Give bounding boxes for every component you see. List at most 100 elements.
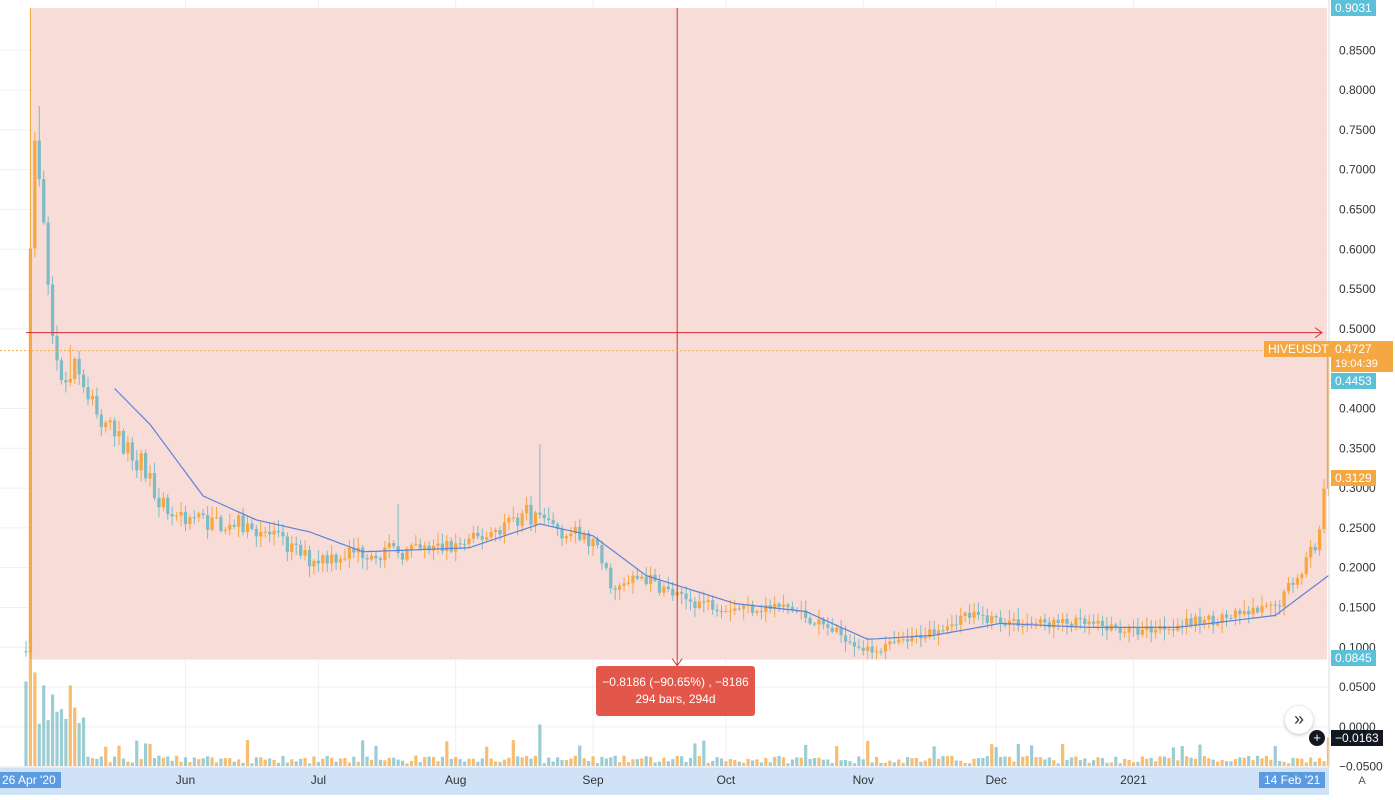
volume-bar bbox=[1167, 757, 1171, 766]
volume-bar bbox=[170, 760, 174, 766]
add-alert-plus-icon[interactable]: + bbox=[1309, 730, 1325, 746]
candle-body bbox=[1317, 529, 1322, 551]
candle-body bbox=[821, 619, 825, 625]
candle-body bbox=[724, 610, 728, 612]
scroll-to-realtime-button[interactable]: » bbox=[1285, 706, 1313, 734]
candle-body bbox=[1286, 582, 1291, 592]
candle-body bbox=[1154, 629, 1158, 633]
volume-bar bbox=[1193, 758, 1198, 766]
candle-body bbox=[976, 611, 981, 615]
candle-body bbox=[170, 514, 174, 517]
candle-body bbox=[1326, 350, 1331, 489]
volume-bar bbox=[1025, 755, 1029, 766]
volume-bar bbox=[817, 757, 821, 766]
candle-body bbox=[396, 546, 400, 554]
candle-body bbox=[1100, 620, 1105, 626]
volume-bar bbox=[711, 760, 715, 766]
volume-bar bbox=[90, 758, 95, 766]
candle-body bbox=[175, 515, 179, 517]
candle-body bbox=[201, 513, 205, 516]
candle-body bbox=[1269, 604, 1273, 606]
volume-bar bbox=[427, 756, 431, 766]
candle-body bbox=[1238, 610, 1242, 615]
y-tick-label: 0.3500 bbox=[1339, 441, 1376, 455]
volume-bar bbox=[59, 709, 64, 766]
volume-bar bbox=[502, 759, 507, 766]
y-tick-label: 0.5000 bbox=[1339, 322, 1376, 336]
volume-bar bbox=[928, 758, 932, 766]
volume-bar bbox=[879, 763, 883, 766]
price-scale[interactable] bbox=[1329, 0, 1395, 800]
volume-bar bbox=[919, 761, 923, 766]
candle-body bbox=[1087, 621, 1091, 625]
candle-body bbox=[95, 395, 99, 415]
candle-body bbox=[640, 576, 644, 579]
auto-scale-button[interactable]: A bbox=[1358, 775, 1366, 787]
volume-bar bbox=[259, 757, 263, 766]
volume-bar bbox=[1065, 760, 1069, 766]
x-tick-label: Jul bbox=[311, 773, 326, 787]
candle-body bbox=[392, 543, 396, 547]
volume-bar bbox=[126, 761, 130, 766]
x-tick-label: Jun bbox=[176, 773, 195, 787]
volume-bar bbox=[33, 672, 37, 766]
volume-bar bbox=[1123, 758, 1127, 766]
open-price-tag: 0.3129 bbox=[1331, 470, 1376, 486]
volume-bar bbox=[848, 761, 852, 766]
candle-body bbox=[852, 642, 857, 647]
candle-body bbox=[1309, 546, 1313, 558]
candle-body bbox=[1061, 618, 1065, 624]
candle-body bbox=[1083, 618, 1087, 625]
candle-body bbox=[1313, 546, 1317, 551]
volume-bar bbox=[644, 756, 648, 766]
volume-bar bbox=[1092, 760, 1096, 766]
volume-bar bbox=[24, 681, 28, 766]
volume-bar bbox=[228, 758, 232, 766]
volume-bar bbox=[152, 758, 157, 766]
candle-body bbox=[649, 574, 653, 585]
volume-bar bbox=[857, 756, 861, 766]
volume-bar bbox=[866, 740, 870, 766]
volume-bar bbox=[210, 757, 214, 766]
volume-bar bbox=[104, 746, 108, 766]
y-tick-label: 0.0500 bbox=[1339, 680, 1376, 694]
candle-body bbox=[759, 611, 763, 613]
candle-body bbox=[706, 600, 710, 603]
candle-body bbox=[445, 541, 449, 552]
volume-bar bbox=[330, 757, 334, 766]
candle-body bbox=[493, 529, 498, 533]
top-price-tag: 0.9031 bbox=[1331, 0, 1376, 16]
candle-body bbox=[733, 608, 737, 611]
volume-bar bbox=[108, 762, 112, 766]
candle-body bbox=[923, 636, 927, 639]
volume-bar bbox=[1216, 761, 1220, 766]
candle-body bbox=[750, 604, 755, 613]
volume-bar bbox=[578, 745, 582, 766]
volume-bar bbox=[1118, 763, 1122, 766]
volume-bar bbox=[533, 755, 538, 766]
candle-body bbox=[542, 514, 546, 519]
volume-bar bbox=[139, 758, 143, 766]
volume-bar bbox=[795, 757, 799, 766]
candle-body bbox=[1149, 626, 1153, 633]
candle-body bbox=[529, 504, 533, 525]
candle-body bbox=[166, 497, 170, 515]
volume-bar bbox=[144, 743, 148, 766]
volume-bar bbox=[693, 743, 697, 766]
volume-bar bbox=[697, 755, 701, 766]
volume-bar bbox=[905, 756, 910, 766]
candle-body bbox=[1251, 607, 1255, 615]
volume-bar bbox=[431, 757, 436, 766]
volume-bar bbox=[86, 756, 90, 766]
candle-body bbox=[1207, 615, 1211, 620]
volume-bar bbox=[1171, 747, 1175, 766]
moving-average-line bbox=[114, 388, 1329, 640]
candle-body bbox=[1300, 574, 1304, 579]
volume-bar bbox=[781, 757, 786, 766]
candle-body bbox=[990, 616, 994, 623]
candle-body bbox=[1047, 622, 1051, 628]
volume-bar bbox=[1007, 756, 1012, 766]
volume-bar bbox=[910, 758, 914, 766]
volume-bar bbox=[1269, 759, 1273, 766]
